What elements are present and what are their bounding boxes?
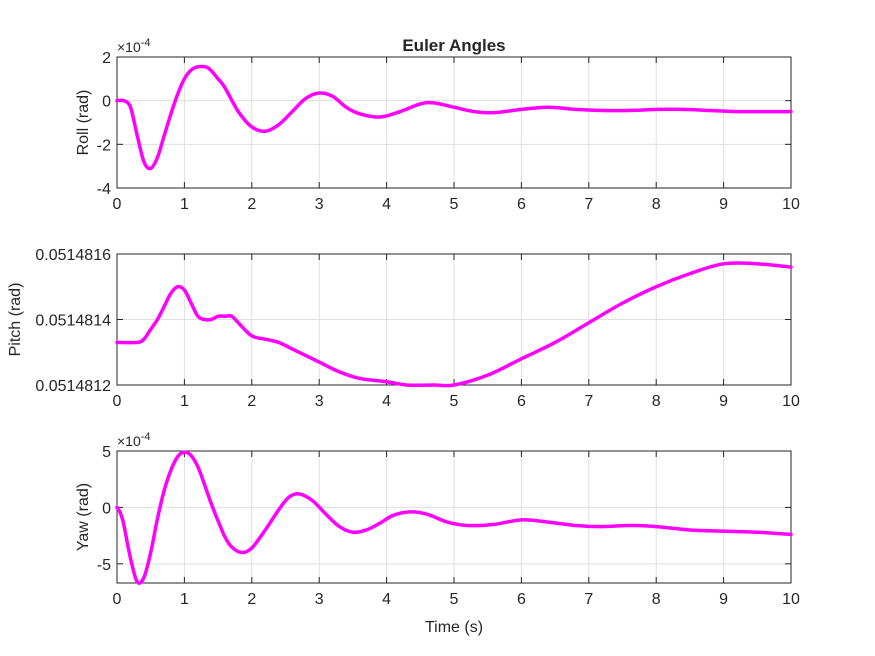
- yaw-y-tick-label: 5: [102, 444, 111, 461]
- pitch-x-tick-label: 0: [113, 393, 122, 410]
- yaw-x-tick-label: 7: [584, 591, 593, 608]
- pitch-x-tick-label: 7: [584, 393, 593, 410]
- pitch-x-tick-label: 8: [652, 393, 661, 410]
- pitch-y-tick-label: 0.0514814: [35, 313, 111, 330]
- pitch-x-tick-label: 1: [180, 393, 189, 410]
- yaw-y-exponent-label: ×10-4: [117, 431, 151, 449]
- yaw-x-tick-label: 2: [247, 591, 256, 608]
- pitch-y-tick-label: 0.0514812: [35, 378, 111, 395]
- pitch-x-tick-label: 9: [719, 393, 728, 410]
- roll-y-tick-label: 0: [102, 94, 111, 111]
- yaw-x-tick-label: 5: [450, 591, 459, 608]
- yaw-x-tick-label: 9: [719, 591, 728, 608]
- roll-x-tick-label: 8: [652, 196, 661, 213]
- yaw-x-tick-label: 10: [782, 591, 800, 608]
- yaw-x-tick-label: 1: [180, 591, 189, 608]
- roll-x-tick-label: 2: [247, 196, 256, 213]
- roll-x-tick-label: 3: [315, 196, 324, 213]
- yaw-x-tick-label: 4: [382, 591, 391, 608]
- roll-y-tick-label: -2: [97, 137, 111, 154]
- yaw-x-tick-label: 8: [652, 591, 661, 608]
- roll-subplot: 0 1 2 3 4 5 6 7 8 9 10 -4 -2 0 2 Roll (rad) ×10-4: [75, 37, 800, 213]
- pitch-x-tick-label: 6: [517, 393, 526, 410]
- roll-y-tick-label: 2: [102, 50, 111, 67]
- yaw-y-tick-label: -5: [97, 557, 111, 574]
- roll-y-tick-label: -4: [97, 181, 111, 198]
- yaw-y-tick-label: 0: [102, 500, 111, 517]
- roll-x-tick-label: 10: [782, 196, 800, 213]
- chart-title: Euler Angles: [402, 36, 505, 55]
- pitch-x-tick-label: 4: [382, 393, 391, 410]
- pitch-subplot: 0 1 2 3 4 5 6 7 8 9 10 0.0514812 0.0514814 0.0514816 P…: [7, 247, 800, 410]
- roll-series-line: [115, 64, 793, 171]
- pitch-x-tick-label: 10: [782, 393, 800, 410]
- yaw-series-line: [115, 450, 793, 585]
- yaw-x-tick-label: 3: [315, 591, 324, 608]
- pitch-x-tick-label: 2: [247, 393, 256, 410]
- roll-y-axis-title: Roll (rad): [75, 90, 92, 156]
- roll-x-tick-label: 1: [180, 196, 189, 213]
- x-axis-title: Time (s): [425, 619, 483, 636]
- roll-x-tick-label: 4: [382, 196, 391, 213]
- roll-x-tick-label: 7: [584, 196, 593, 213]
- roll-x-tick-label: 0: [113, 196, 122, 213]
- roll-y-exponent-label: ×10-4: [117, 37, 151, 55]
- pitch-x-tick-label: 5: [450, 393, 459, 410]
- roll-x-tick-label: 9: [719, 196, 728, 213]
- pitch-y-tick-label: 0.0514816: [35, 247, 111, 264]
- yaw-x-tick-label: 6: [517, 591, 526, 608]
- pitch-y-axis-title: Pitch (rad): [7, 283, 24, 357]
- roll-x-tick-label: 5: [450, 196, 459, 213]
- roll-x-tick-label: 6: [517, 196, 526, 213]
- yaw-y-axis-title: Yaw (rad): [75, 483, 92, 551]
- pitch-x-tick-label: 3: [315, 393, 324, 410]
- yaw-x-tick-label: 0: [113, 591, 122, 608]
- roll-axes-frame: [116, 56, 792, 189]
- pitch-series-line: [115, 261, 793, 388]
- yaw-axes-frame: [116, 450, 792, 584]
